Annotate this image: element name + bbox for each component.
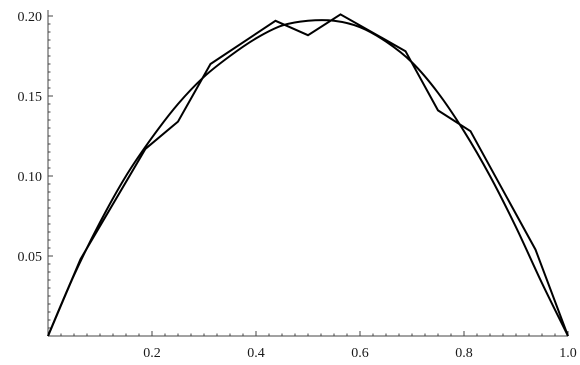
- axes: 0.2 0.4 0.6 0.8 1.0 0.05 0.10 0.15 0.20: [18, 10, 577, 361]
- y-tick-label: 0.20: [18, 10, 43, 25]
- y-tick-label: 0.05: [18, 250, 43, 265]
- y-tick-label: 0.10: [18, 170, 43, 185]
- x-tick-label: 0.4: [247, 346, 265, 361]
- piecewise-line: [47, 13, 569, 337]
- y-tick-label: 0.15: [18, 90, 43, 105]
- x-tick-label: 0.6: [351, 346, 369, 361]
- minor-ticks: [48, 23, 556, 336]
- x-tick-label: 0.2: [143, 346, 161, 361]
- tick-labels: 0.2 0.4 0.6 0.8 1.0 0.05 0.10 0.15 0.20: [18, 10, 577, 361]
- plot-series: [47, 13, 569, 337]
- smooth-curve-line: [47, 19, 569, 337]
- x-tick-label: 0.8: [455, 346, 473, 361]
- x-tick-label: 1.0: [559, 346, 577, 361]
